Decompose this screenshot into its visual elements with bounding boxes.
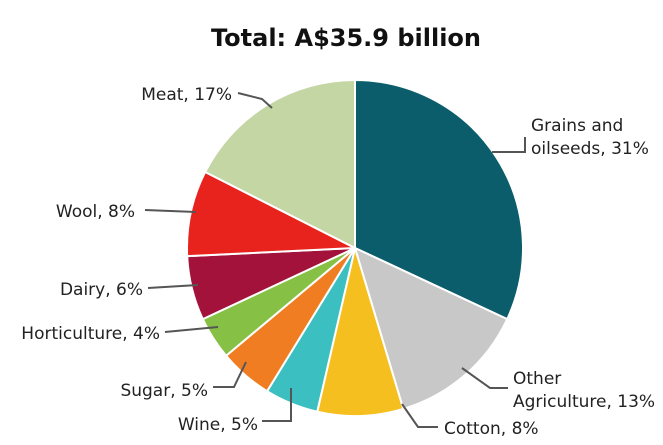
- slice-label-horticulture: Horticulture, 4%: [21, 324, 160, 344]
- slice-label-line: Wine, 5%: [178, 415, 258, 435]
- leader-line-sugar: [213, 361, 247, 388]
- slice-label-dairy: Dairy, 6%: [60, 280, 143, 300]
- leader-line-horticulture: [164, 326, 219, 333]
- labels-layer: Grains and oilseeds, 31% Other Agriculture,…: [21, 85, 655, 439]
- slice-label-line: Agriculture, 13%: [513, 392, 655, 412]
- leader-line-cotton: [401, 403, 438, 428]
- slice-label-grains-and-oilseeds: Grains and oilseeds, 31%: [531, 116, 649, 159]
- slice-label-line: Meat, 17%: [141, 85, 232, 105]
- chart-title: Total: A$35.9 billion: [211, 24, 481, 52]
- slice-label-wine: Wine, 5%: [178, 415, 258, 435]
- leader-line-wool: [144, 209, 197, 213]
- slices-layer: [186, 78, 525, 417]
- slice-label-wool: Wool, 8%: [56, 202, 135, 222]
- slice-label-line: Wool, 8%: [56, 202, 135, 222]
- leader-line-other-agriculture: [461, 367, 508, 389]
- leader-line-meat: [237, 92, 273, 109]
- leader-line-wine: [262, 388, 292, 422]
- pie-slice-wool: [186, 170, 359, 258]
- slice-label-line: Dairy, 6%: [60, 280, 143, 300]
- slice-label-other-agriculture: Other Agriculture, 13%: [513, 369, 655, 412]
- leader-line-grains-and-oilseeds: [492, 137, 526, 153]
- pie-slice-cotton: [316, 244, 405, 417]
- slice-label-meat: Meat, 17%: [141, 85, 232, 105]
- slice-label-line: Other: [513, 369, 561, 389]
- slice-label-line: Grains and: [531, 116, 623, 136]
- pie-slice-grains-and-oilseeds: [354, 78, 525, 321]
- slice-label-line: Sugar, 5%: [120, 381, 208, 401]
- slice-label-line: oilseeds, 31%: [531, 139, 649, 159]
- slice-label-sugar: Sugar, 5%: [120, 381, 208, 401]
- slice-label-line: Horticulture, 4%: [21, 324, 160, 344]
- slice-label-cotton: Cotton, 8%: [444, 419, 539, 439]
- leaders-layer: [144, 92, 526, 428]
- pie-slice-other-agriculture: [353, 246, 509, 411]
- leader-line-dairy: [147, 284, 199, 289]
- slice-label-line: Cotton, 8%: [444, 419, 539, 439]
